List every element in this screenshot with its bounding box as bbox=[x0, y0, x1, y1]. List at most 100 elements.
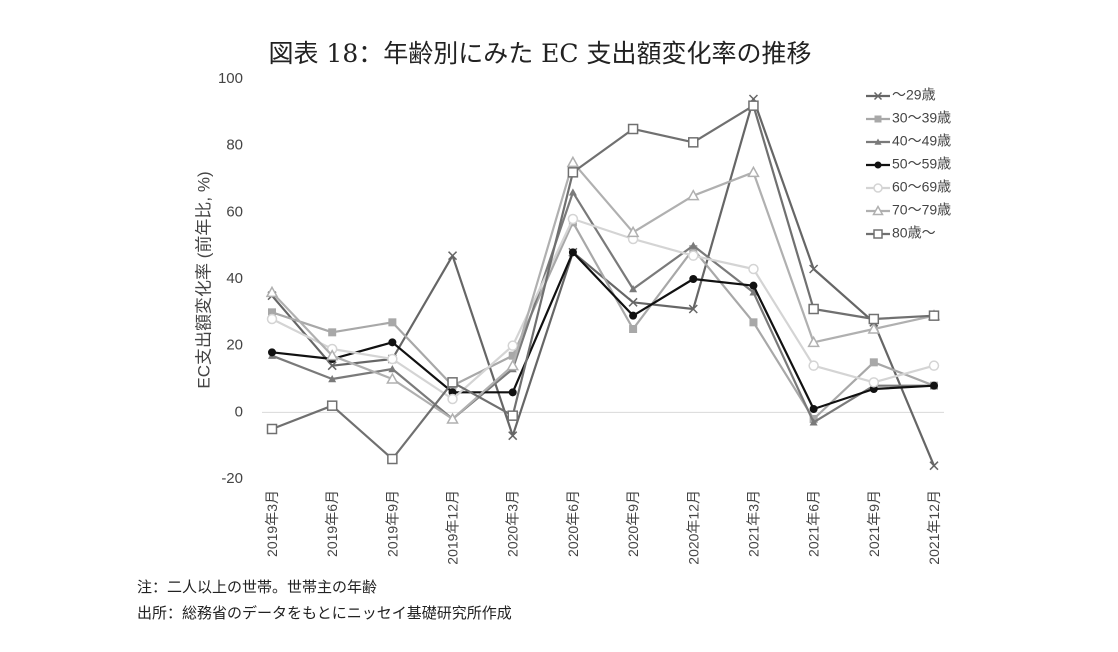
series-point bbox=[507, 340, 518, 351]
series-point bbox=[325, 349, 339, 361]
series-point bbox=[327, 361, 337, 371]
series-point bbox=[873, 183, 883, 193]
series-point bbox=[873, 91, 883, 101]
legend-label: 60～69歳 bbox=[892, 179, 951, 195]
x-tick-label: 2021年9月 bbox=[866, 490, 882, 557]
series-point bbox=[508, 431, 518, 441]
series-line bbox=[271, 161, 935, 421]
x-tick-label: 2021年6月 bbox=[806, 490, 822, 557]
legend-label: 70～79歳 bbox=[892, 202, 951, 218]
x-tick-label: 2019年3月 bbox=[264, 490, 280, 557]
series-point bbox=[567, 213, 579, 225]
legend-label: 40～49歳 bbox=[892, 133, 951, 149]
x-tick-label: 2019年9月 bbox=[384, 490, 400, 557]
x-tick-label: 2020年12月 bbox=[685, 490, 701, 565]
series-point bbox=[446, 412, 459, 424]
y-tick-label: 20 bbox=[226, 337, 243, 354]
series-5 bbox=[266, 213, 940, 405]
legend-item: 30～39歳 bbox=[866, 110, 951, 126]
series-point bbox=[869, 358, 878, 367]
series-2 bbox=[268, 218, 938, 423]
series-point bbox=[266, 423, 278, 435]
y-axis-title: EC支出額変化率 (前年比, %) bbox=[194, 171, 213, 388]
series-point bbox=[268, 308, 276, 317]
series-point bbox=[326, 400, 338, 411]
series-point bbox=[568, 188, 577, 196]
series-point bbox=[388, 338, 397, 347]
series-point bbox=[928, 310, 940, 321]
y-tick-label: 100 bbox=[218, 70, 243, 87]
series-4 bbox=[268, 248, 938, 413]
series-point bbox=[688, 137, 699, 148]
series-point bbox=[868, 377, 880, 388]
legend-item: 70～79歳 bbox=[866, 202, 951, 218]
series-point bbox=[568, 248, 577, 257]
series-point bbox=[689, 241, 698, 249]
series-point bbox=[566, 155, 580, 168]
x-tick-label: 2020年9月 bbox=[625, 490, 641, 557]
series-point bbox=[626, 225, 640, 238]
x-tick-label: 2021年12月 bbox=[926, 490, 942, 565]
series-point bbox=[387, 353, 398, 365]
legend-label: 80歳～ bbox=[892, 225, 936, 241]
series-point bbox=[508, 388, 517, 397]
series-point bbox=[688, 250, 699, 261]
legend-label: 30～39歳 bbox=[892, 110, 951, 126]
legend-label: 50～59歳 bbox=[892, 156, 951, 172]
legend-label: ～29歳 bbox=[892, 87, 936, 103]
y-tick-labels: -20 0 20 40 60 80 100 bbox=[218, 70, 243, 487]
series-point bbox=[874, 138, 882, 145]
series-point bbox=[809, 418, 818, 426]
series-point bbox=[874, 161, 882, 169]
series-point bbox=[627, 123, 639, 135]
series-point bbox=[749, 318, 758, 327]
legend-item: ～29歳 bbox=[866, 87, 936, 103]
series-point bbox=[749, 288, 758, 296]
legend: ～29歳 30～39歳 40～49歳 50～59歳 60～69歳 70～79歳 80歳～ bbox=[866, 87, 951, 241]
series-point bbox=[629, 285, 638, 293]
series-point bbox=[388, 365, 397, 373]
series-point bbox=[689, 275, 698, 283]
chart-title: 図表 18：年齢別にみた EC 支出額変化率の推移 bbox=[268, 39, 812, 68]
series-point bbox=[930, 381, 938, 390]
x-tick-label: 2019年6月 bbox=[324, 490, 340, 557]
series-lines bbox=[265, 94, 941, 471]
series-7 bbox=[266, 100, 940, 465]
series-line bbox=[271, 191, 934, 424]
x-tick-labels: 2019年3月 2019年6月 2019年9月 2019年12月 2020年3月 2020… bbox=[264, 490, 942, 565]
series-point bbox=[268, 348, 276, 357]
series-point bbox=[874, 115, 882, 123]
series-point bbox=[448, 251, 458, 261]
x-tick-label: 2019年12月 bbox=[445, 490, 461, 565]
y-tick-label: 0 bbox=[235, 403, 243, 420]
series-6 bbox=[265, 155, 941, 424]
legend-item: 80歳～ bbox=[866, 225, 936, 241]
series-point bbox=[508, 351, 517, 360]
series-line bbox=[271, 251, 935, 411]
x-tick-label: 2020年6月 bbox=[565, 490, 581, 557]
y-axis-title-group: EC支出額変化率 (前年比, %) bbox=[194, 171, 213, 388]
y-tick-label: -20 bbox=[221, 470, 243, 487]
series-point bbox=[628, 297, 638, 307]
series-point bbox=[447, 393, 458, 405]
series-point bbox=[629, 311, 638, 320]
series-point bbox=[809, 264, 819, 274]
series-line bbox=[271, 217, 935, 401]
series-point bbox=[265, 285, 279, 298]
series-point bbox=[388, 318, 397, 327]
series-line bbox=[271, 221, 935, 421]
series-point bbox=[506, 359, 520, 371]
series-point bbox=[689, 245, 698, 253]
legend-item: 60～69歳 bbox=[866, 179, 951, 195]
y-tick-label: 60 bbox=[226, 203, 243, 220]
series-point bbox=[447, 377, 458, 388]
series-point bbox=[872, 204, 884, 216]
chart-note: 注：二人以上の世帯。世帯主の年齢 bbox=[137, 578, 378, 596]
series-point bbox=[868, 313, 880, 325]
series-point bbox=[928, 360, 940, 371]
series-line bbox=[271, 104, 935, 461]
series-point bbox=[929, 461, 939, 471]
series-point bbox=[807, 335, 820, 348]
chart-source: 出所：総務省のデータをもとにニッセイ基礎研究所作成 bbox=[137, 604, 512, 622]
